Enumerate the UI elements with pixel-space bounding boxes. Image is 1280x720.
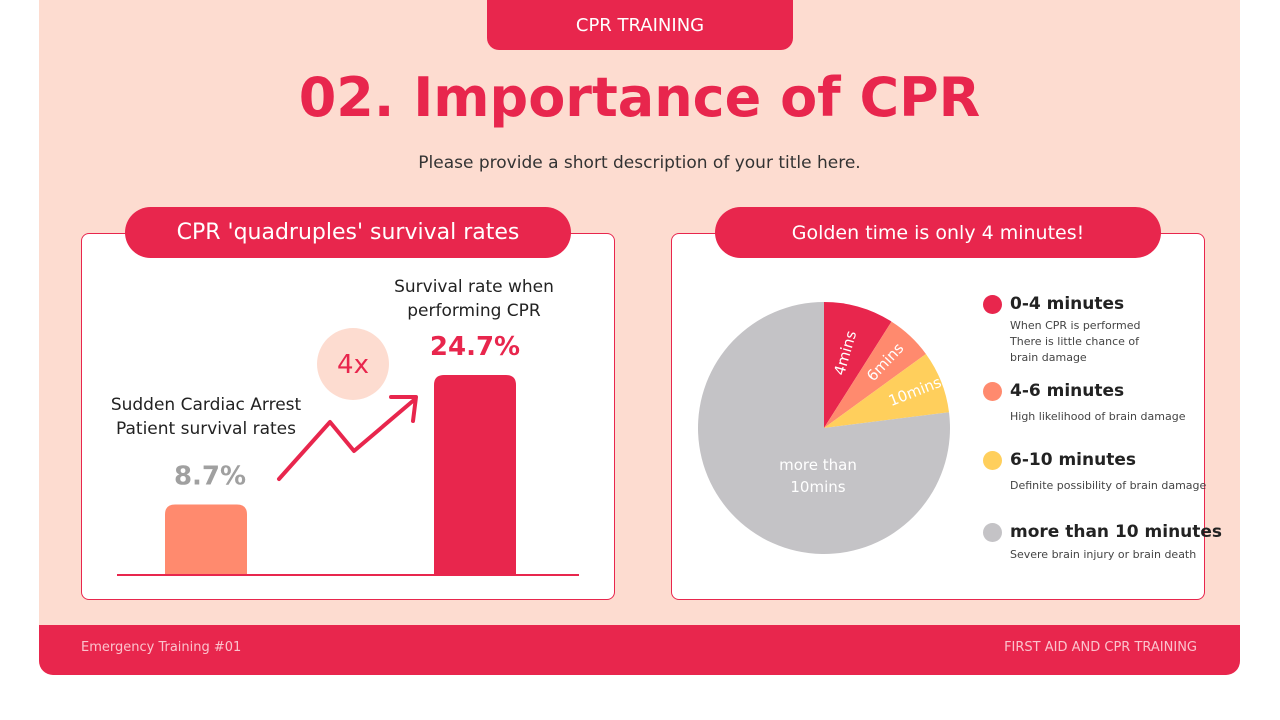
section-tab: CPR TRAINING [487, 0, 793, 50]
bar-data-label: 8.7% [174, 462, 246, 492]
arrow-head-icon [389, 395, 418, 423]
legend-description: When CPR is performed There is little ch… [1010, 319, 1141, 364]
bar [434, 375, 516, 575]
legend-description: Severe brain injury or brain death [1010, 548, 1197, 561]
legend-description: Definite possibility of brain damage [1010, 479, 1207, 492]
multiplier-badge [317, 328, 389, 400]
legend-title: 6-10 minutes [1010, 450, 1136, 470]
legend-description: High likelihood of brain damage [1010, 410, 1186, 423]
legend-title: more than 10 minutes [1010, 522, 1223, 542]
legend-dot-icon [983, 295, 1002, 314]
bar-category-label: Sudden Cardiac Arrest [111, 395, 302, 415]
footer: Emergency Training #01 FIRST AID AND CPR… [39, 625, 1240, 675]
legend-dot-icon [983, 451, 1002, 470]
legend-title: 4-6 minutes [1010, 381, 1125, 401]
page-subtitle: Please provide a short description of yo… [418, 153, 861, 173]
bar [165, 504, 247, 575]
bar-category-label: Patient survival rates [116, 419, 296, 439]
footer-right: FIRST AID AND CPR TRAINING [1004, 640, 1197, 655]
golden-time-card-title: Golden time is only 4 minutes! [715, 207, 1161, 258]
legend-dot-icon [983, 523, 1002, 542]
legend-title: 0-4 minutes [1010, 294, 1125, 314]
bar-category-label: Survival rate when [394, 277, 554, 297]
footer-left: Emergency Training #01 [81, 640, 242, 655]
bar-category-label: performing CPR [407, 301, 541, 321]
bar-data-label: 24.7% [430, 332, 520, 362]
trend-arrow-icon [277, 398, 416, 481]
page-title: 02. Importance of CPR [298, 66, 981, 129]
multiplier-text: 4x [337, 350, 369, 380]
survival-card-title: CPR 'quadruples' survival rates [125, 207, 571, 258]
legend-dot-icon [983, 382, 1002, 401]
